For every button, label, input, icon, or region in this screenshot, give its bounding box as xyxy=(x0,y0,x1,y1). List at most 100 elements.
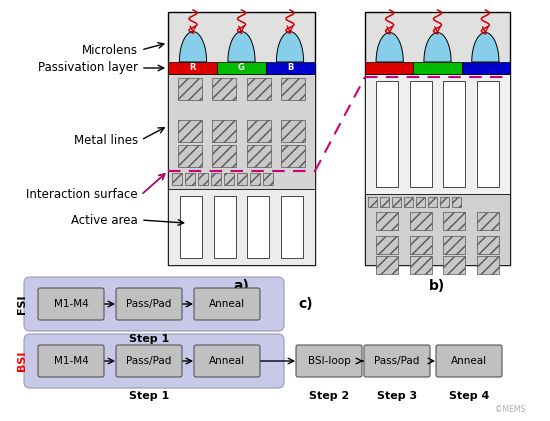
Text: M1-M4: M1-M4 xyxy=(54,299,89,309)
Bar xyxy=(178,145,202,167)
Text: Step 1: Step 1 xyxy=(129,391,169,401)
Bar xyxy=(440,197,449,207)
Text: Active area: Active area xyxy=(72,213,138,226)
Text: Step 4: Step 4 xyxy=(449,391,489,401)
Bar xyxy=(443,236,465,254)
Bar xyxy=(410,212,432,230)
Polygon shape xyxy=(277,32,304,62)
Bar xyxy=(212,120,236,142)
Bar xyxy=(224,173,234,185)
Bar xyxy=(376,236,398,254)
Bar xyxy=(246,145,271,167)
Bar xyxy=(168,62,217,74)
Bar xyxy=(250,173,260,185)
Bar xyxy=(410,236,432,254)
Bar xyxy=(212,145,236,167)
Bar xyxy=(266,62,315,74)
Polygon shape xyxy=(228,32,255,62)
FancyBboxPatch shape xyxy=(24,334,284,388)
Bar xyxy=(376,212,398,230)
Text: Pass/Pad: Pass/Pad xyxy=(126,356,172,366)
FancyBboxPatch shape xyxy=(116,288,182,320)
Text: G: G xyxy=(238,64,245,72)
Text: Anneal: Anneal xyxy=(209,356,245,366)
Bar xyxy=(376,256,398,274)
Text: Step 1: Step 1 xyxy=(129,334,169,344)
Bar xyxy=(461,62,510,74)
Bar xyxy=(281,120,305,142)
Bar xyxy=(365,74,510,194)
Polygon shape xyxy=(472,32,499,62)
Bar xyxy=(178,78,202,100)
Bar xyxy=(365,12,510,265)
FancyBboxPatch shape xyxy=(436,345,502,377)
Bar xyxy=(248,196,270,258)
Bar xyxy=(246,78,271,100)
Bar xyxy=(198,173,208,185)
Bar xyxy=(452,197,461,207)
Bar xyxy=(392,197,401,207)
Text: BSI-loop: BSI-loop xyxy=(307,356,350,366)
Bar xyxy=(368,197,377,207)
Text: Interaction surface: Interaction surface xyxy=(26,189,138,202)
FancyBboxPatch shape xyxy=(194,345,260,377)
Bar xyxy=(172,173,182,185)
Bar xyxy=(410,256,432,274)
FancyBboxPatch shape xyxy=(38,288,104,320)
Bar xyxy=(246,120,271,142)
Bar xyxy=(168,189,315,265)
Text: R: R xyxy=(189,64,196,72)
Bar xyxy=(410,81,432,187)
Text: a): a) xyxy=(234,279,250,293)
Bar xyxy=(217,62,266,74)
Bar xyxy=(428,197,437,207)
Text: M1-M4: M1-M4 xyxy=(54,356,89,366)
Bar xyxy=(443,81,465,187)
Bar xyxy=(380,197,389,207)
Bar xyxy=(212,78,236,100)
Text: Anneal: Anneal xyxy=(451,356,487,366)
Bar xyxy=(404,197,413,207)
Bar xyxy=(180,196,202,258)
Bar xyxy=(443,256,465,274)
Bar xyxy=(178,120,202,142)
Text: Pass/Pad: Pass/Pad xyxy=(375,356,420,366)
Bar xyxy=(263,173,273,185)
Text: BSI: BSI xyxy=(17,351,27,371)
Bar xyxy=(168,12,315,265)
Polygon shape xyxy=(424,32,451,62)
Text: Step 2: Step 2 xyxy=(309,391,349,401)
Bar xyxy=(477,212,499,230)
Bar xyxy=(443,212,465,230)
Bar xyxy=(365,194,510,265)
Bar xyxy=(414,62,461,74)
FancyBboxPatch shape xyxy=(24,277,284,331)
Polygon shape xyxy=(179,32,207,62)
Bar xyxy=(281,196,303,258)
Text: c): c) xyxy=(298,297,312,311)
Bar xyxy=(477,81,499,187)
Bar xyxy=(376,81,398,187)
Bar xyxy=(211,173,221,185)
FancyBboxPatch shape xyxy=(38,345,104,377)
Text: ©MEMS: ©MEMS xyxy=(495,405,525,415)
Bar xyxy=(168,74,315,189)
Text: Microlens: Microlens xyxy=(82,43,138,56)
Bar xyxy=(365,62,414,74)
Text: Metal lines: Metal lines xyxy=(74,133,138,147)
Bar xyxy=(477,256,499,274)
Text: Passivation layer: Passivation layer xyxy=(38,61,138,75)
Text: FSI: FSI xyxy=(17,294,27,314)
Bar xyxy=(416,197,425,207)
Text: Step 3: Step 3 xyxy=(377,391,417,401)
FancyBboxPatch shape xyxy=(194,288,260,320)
Text: B: B xyxy=(287,64,294,72)
Bar xyxy=(477,236,499,254)
Text: b): b) xyxy=(430,279,446,293)
Text: Pass/Pad: Pass/Pad xyxy=(126,299,172,309)
Bar xyxy=(185,173,195,185)
FancyBboxPatch shape xyxy=(364,345,430,377)
Bar xyxy=(281,145,305,167)
Bar xyxy=(281,78,305,100)
FancyBboxPatch shape xyxy=(296,345,362,377)
